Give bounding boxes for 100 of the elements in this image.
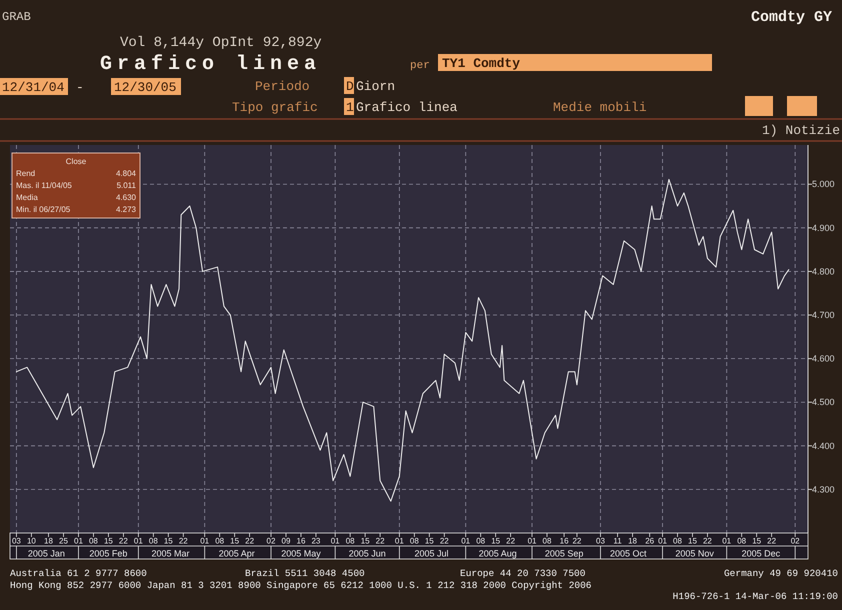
- x-tick-label: 08: [148, 536, 158, 546]
- text: Europe 44 20 7330 7500: [460, 568, 586, 579]
- text: Comdty GY: [750, 9, 832, 26]
- x2-tick-label: 2005 Apr: [218, 548, 255, 558]
- y-tick-label: 4.500: [812, 397, 835, 408]
- x2-tick-label: 2005 Nov: [675, 548, 714, 558]
- x-tick-label: 03: [596, 536, 606, 546]
- x2-tick-label: 2005 Sep: [544, 548, 584, 558]
- x2-tick-label: 2005 Oct: [610, 548, 648, 558]
- x-tick-label: 22: [767, 536, 777, 546]
- annotation: 5.011: [116, 181, 137, 190]
- text: GRAB: [2, 10, 31, 24]
- x-tick-label: 26: [645, 536, 655, 546]
- x-tick-label: 22: [440, 536, 450, 546]
- x-tick-label: 15: [491, 536, 501, 546]
- x-tick-label: 01: [200, 536, 210, 546]
- x-tick-label: 16: [296, 536, 306, 546]
- text: Medie mobili: [553, 100, 647, 115]
- x2-tick-label: 2005 Mar: [151, 548, 190, 558]
- x-tick-label: 15: [230, 536, 240, 546]
- text: Australia 61 2 9777 8600: [10, 568, 148, 579]
- annotation: 4.804: [116, 169, 137, 178]
- text: 1: [346, 100, 354, 115]
- annotation: 4.273: [116, 205, 137, 214]
- chart-title: Grafico linea: [100, 53, 322, 76]
- x-tick-label: 23: [311, 536, 321, 546]
- x-tick-label: 15: [688, 536, 698, 546]
- annotation: Media: [16, 193, 38, 202]
- x-tick-label: 08: [542, 536, 552, 546]
- x-tick-label: 15: [752, 536, 762, 546]
- x-tick-label: 15: [164, 536, 174, 546]
- x-tick-label: 03: [12, 536, 22, 546]
- x-tick-label: 22: [702, 536, 712, 546]
- annotation: Min. il 06/27/05: [16, 205, 71, 214]
- annotation: Close: [66, 157, 87, 166]
- x-tick-label: 10: [26, 536, 36, 546]
- x-tick-label: 18: [44, 536, 54, 546]
- x-tick-label: 18: [628, 536, 638, 546]
- text: H196-726-1 14-Mar-06 11:19:00: [672, 591, 838, 602]
- x-tick-label: 09: [282, 536, 291, 546]
- x-tick-label: 02: [790, 536, 800, 546]
- x2-tick-label: 2005 Aug: [478, 548, 517, 558]
- x-tick-label: 01: [74, 536, 84, 546]
- x-tick-label: 08: [673, 536, 682, 546]
- text: TY1 Comdty: [442, 56, 520, 71]
- text: 12/31/04: [2, 80, 65, 95]
- annotation: 4.630: [116, 193, 137, 202]
- x-tick-label: 01: [461, 536, 471, 546]
- x2-tick-label: 2005 Feb: [89, 548, 128, 558]
- annotation: Mas. il 11/04/05: [16, 181, 72, 190]
- x-tick-label: 22: [245, 536, 255, 546]
- text: Giorn: [356, 79, 396, 94]
- x-tick-label: 08: [215, 536, 225, 546]
- x2-tick-label: 2005 Dec: [742, 548, 781, 558]
- x-tick-label: 08: [737, 536, 747, 546]
- x-tick-label: 01: [330, 536, 340, 546]
- x2-tick-label: 2005 Jul: [414, 548, 448, 558]
- text: -: [76, 80, 84, 95]
- x-tick-label: 08: [410, 536, 420, 546]
- x-tick-label: 01: [528, 536, 538, 546]
- text: Tipo grafic: [232, 100, 318, 115]
- x-tick-label: 22: [118, 536, 128, 546]
- y-tick-label: 4.900: [812, 222, 835, 233]
- x2-tick-label: 2005 May: [281, 548, 322, 558]
- text: 12/30/05: [114, 80, 176, 95]
- x-tick-label: 02: [266, 536, 276, 546]
- x-tick-label: 15: [104, 536, 114, 546]
- text: Hong Kong 852 2977 6000 Japan 81 3 3201 8900 Singapore 65 6212 1000 U.S. 1 212 318 2000 Copyright 2006: [10, 580, 592, 591]
- x-tick-label: 22: [178, 536, 188, 546]
- x-tick-label: 22: [506, 536, 516, 546]
- annotation: Rend: [16, 169, 36, 178]
- y-tick-label: 4.300: [812, 484, 835, 494]
- y-tick-label: 4.400: [812, 440, 835, 451]
- y-tick-label: 4.600: [812, 354, 835, 364]
- x-tick-label: 08: [88, 536, 98, 546]
- text: 1) Notizie: [762, 123, 840, 138]
- text: D: [346, 79, 354, 94]
- x-tick-label: 01: [722, 536, 732, 546]
- x-tick-label: 01: [134, 536, 144, 546]
- text: Periodo: [255, 79, 310, 94]
- line-series: [16, 178, 790, 502]
- chart-subtitle: Vol 8,144y OpInt 92,892y: [120, 35, 322, 51]
- x-tick-label: 25: [59, 536, 68, 546]
- x-tick-label: 16: [560, 536, 570, 546]
- x-tick-label: 08: [346, 536, 356, 546]
- y-tick-label: 4.800: [812, 266, 835, 276]
- x-tick-label: 01: [394, 536, 404, 546]
- x-tick-label: 15: [424, 536, 434, 546]
- x2-tick-label: 2005 Jan: [28, 548, 65, 558]
- y-tick-label: 4.700: [812, 310, 835, 320]
- x-tick-label: 11: [613, 536, 622, 546]
- y-tick-label: 5.000: [812, 179, 835, 190]
- text: Brazil 5511 3048 4500: [245, 568, 366, 579]
- text: Grafico linea: [356, 100, 458, 115]
- x-tick-label: 22: [376, 536, 386, 546]
- text: per: [410, 60, 430, 72]
- x2-tick-label: 2005 Jun: [348, 548, 386, 558]
- x-tick-label: 15: [360, 536, 370, 546]
- text: Germany 49 69 920410: [724, 568, 838, 579]
- x-tick-label: 08: [476, 536, 486, 546]
